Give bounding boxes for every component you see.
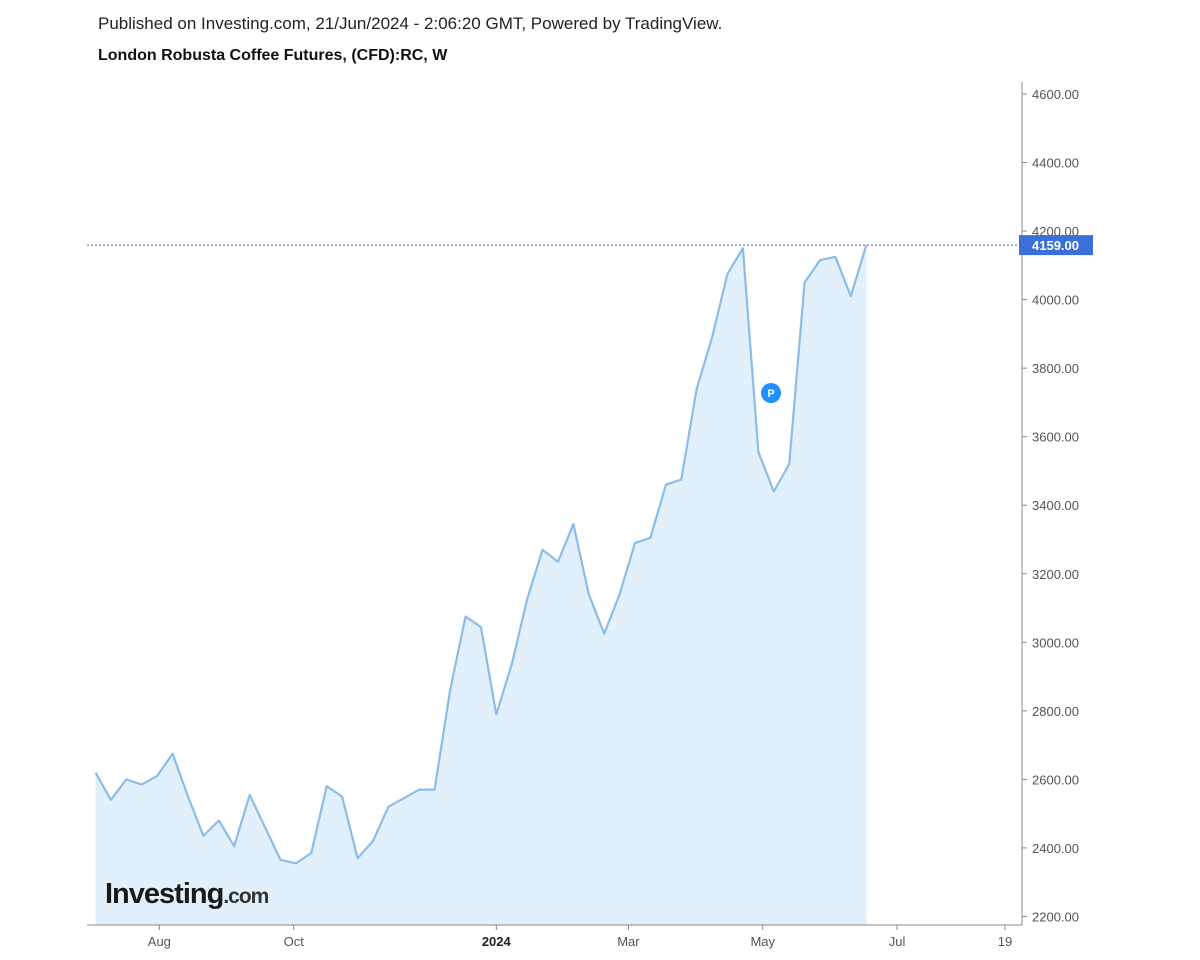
investing-logo: Investing.com <box>105 878 270 910</box>
logo-text: Investing.com <box>105 878 269 910</box>
y-tick-label: 2400.00 <box>1032 841 1079 856</box>
chart-title: London Robusta Coffee Futures, (CFD):RC,… <box>98 47 448 64</box>
y-tick-label: 3000.00 <box>1032 635 1079 650</box>
y-tick-label: 3400.00 <box>1032 498 1079 513</box>
y-tick-label: 2200.00 <box>1032 909 1079 924</box>
y-tick-label: 3200.00 <box>1032 567 1079 582</box>
y-axis-ticks: 2200.00 2400.00 2600.00 2800.00 3000.00 3200.… <box>1022 87 1079 924</box>
y-tick-label: 4600.00 <box>1032 87 1079 102</box>
logo-main-text: Investing <box>105 878 223 910</box>
y-tick-label: 4400.00 <box>1032 156 1079 171</box>
y-tick-label: 4000.00 <box>1032 293 1079 308</box>
last-price-label: 4159.00 <box>1032 238 1079 253</box>
x-axis-ticks: Aug Oct 2024 Mar May Jul 19 <box>148 925 1012 949</box>
x-tick-label: 19 <box>998 934 1012 949</box>
x-tick-label: Aug <box>148 934 171 949</box>
x-tick-label: 2024 <box>482 934 512 949</box>
p-marker[interactable]: P <box>761 383 781 403</box>
y-tick-label: 3800.00 <box>1032 361 1079 376</box>
x-tick-label: Jul <box>889 934 906 949</box>
x-tick-label: Mar <box>617 934 640 949</box>
y-tick-label: 2600.00 <box>1032 772 1079 787</box>
price-line <box>94 244 868 865</box>
price-area <box>95 245 867 926</box>
logo-suffix-text: .com <box>223 885 268 908</box>
x-tick-label: Oct <box>284 934 305 949</box>
y-tick-label: 2800.00 <box>1032 704 1079 719</box>
last-price-badge: 4159.00 <box>1019 235 1093 256</box>
marker-circle[interactable] <box>761 383 781 403</box>
y-tick-label: 3600.00 <box>1032 430 1079 445</box>
published-note: Published on Investing.com, 21/Jun/2024 … <box>98 14 723 33</box>
marker-label: P <box>767 388 774 400</box>
last-price-box <box>1019 235 1093 256</box>
x-tick-label: May <box>750 934 775 949</box>
